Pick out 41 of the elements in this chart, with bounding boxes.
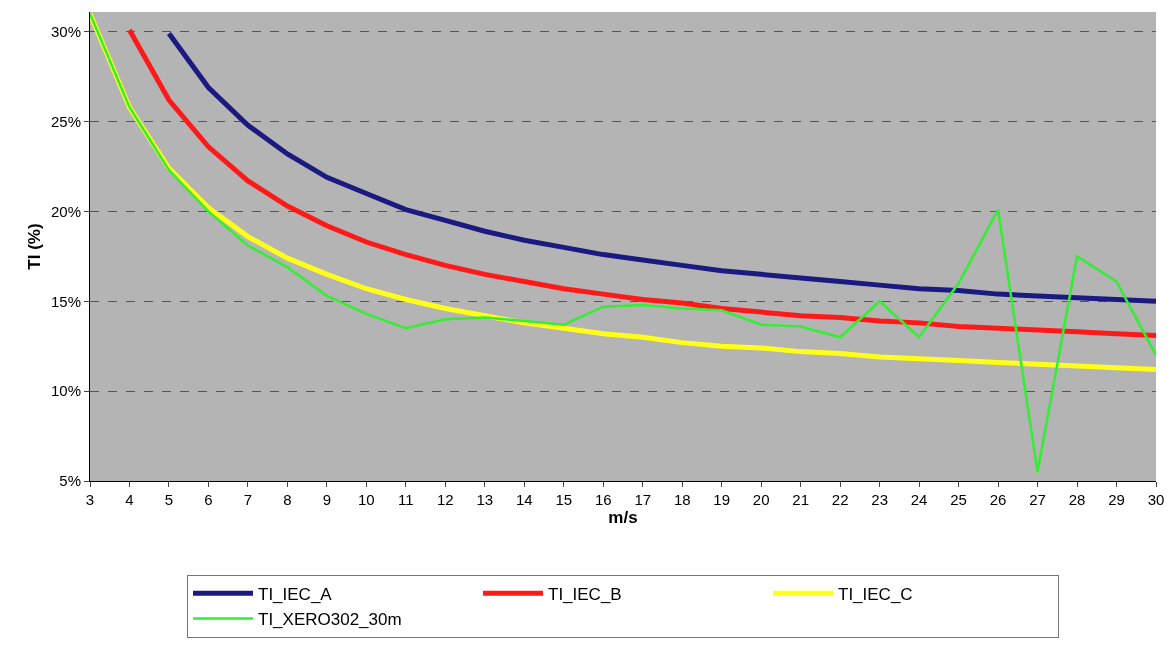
x-tick-label: 29 — [1108, 491, 1125, 508]
x-tick-label: 9 — [322, 491, 332, 508]
x-tick-label: 12 — [436, 491, 454, 508]
x-tick-label: 3 — [85, 491, 95, 508]
x-tick-label: 11 — [398, 491, 414, 508]
line-series — [90, 12, 1156, 474]
x-tick-label: 20 — [752, 491, 770, 508]
x-tick-label: 7 — [243, 491, 253, 508]
x-tick-label: 15 — [555, 491, 573, 508]
x-tick-label: 25 — [950, 491, 967, 508]
x-tick-label: 6 — [204, 491, 213, 508]
legend-label: TI_IEC_C — [838, 584, 913, 604]
legend-label: TI_XERO302_30m — [258, 610, 402, 630]
y-tick-label: 5% — [59, 472, 81, 490]
y-tick-label: 30% — [50, 23, 81, 41]
x-tick-label: 26 — [989, 491, 1007, 508]
x-tick-label: 4 — [125, 491, 134, 508]
x-tick-label: 27 — [1029, 491, 1046, 508]
x-tick-label: 13 — [476, 491, 494, 508]
y-tick-label: 20% — [50, 202, 81, 220]
x-axis-title: m/s — [608, 508, 638, 528]
x-tick-label: 21 — [792, 491, 810, 508]
x-tick-label: 22 — [831, 491, 849, 508]
y-axis-title: TI (%) — [24, 223, 44, 270]
x-tick-label: 30 — [1147, 491, 1165, 508]
x-tick-label: 8 — [283, 491, 292, 508]
legend-label: TI_IEC_A — [258, 584, 333, 604]
x-tick-label: 16 — [594, 491, 612, 508]
y-tick-label: 10% — [50, 382, 81, 400]
y-tick-label: 15% — [50, 292, 81, 310]
y-tick-label: 25% — [50, 112, 81, 130]
x-tick-label: 19 — [713, 491, 731, 508]
x-tick-label: 10 — [358, 491, 375, 508]
x-tick-label: 17 — [634, 491, 652, 508]
x-tick-label: 5 — [164, 491, 174, 508]
x-tick-label: 24 — [910, 491, 928, 508]
x-tick-label: 18 — [673, 491, 691, 508]
legend-label: TI_IEC_B — [548, 584, 622, 604]
x-tick-label: 14 — [515, 491, 533, 508]
x-tick-label: 23 — [871, 491, 888, 508]
x-tick-label: 28 — [1068, 491, 1086, 508]
